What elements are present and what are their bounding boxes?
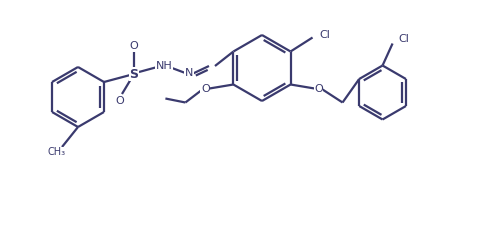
Text: S: S	[130, 68, 138, 81]
Text: O: O	[314, 83, 323, 94]
Text: CH₃: CH₃	[48, 147, 66, 157]
Text: Cl: Cl	[320, 29, 330, 40]
Text: O: O	[130, 41, 138, 51]
Text: Cl: Cl	[399, 34, 409, 45]
Text: NH: NH	[156, 61, 172, 71]
Text: O: O	[115, 96, 124, 106]
Text: O: O	[201, 83, 210, 94]
Text: N: N	[185, 68, 193, 78]
